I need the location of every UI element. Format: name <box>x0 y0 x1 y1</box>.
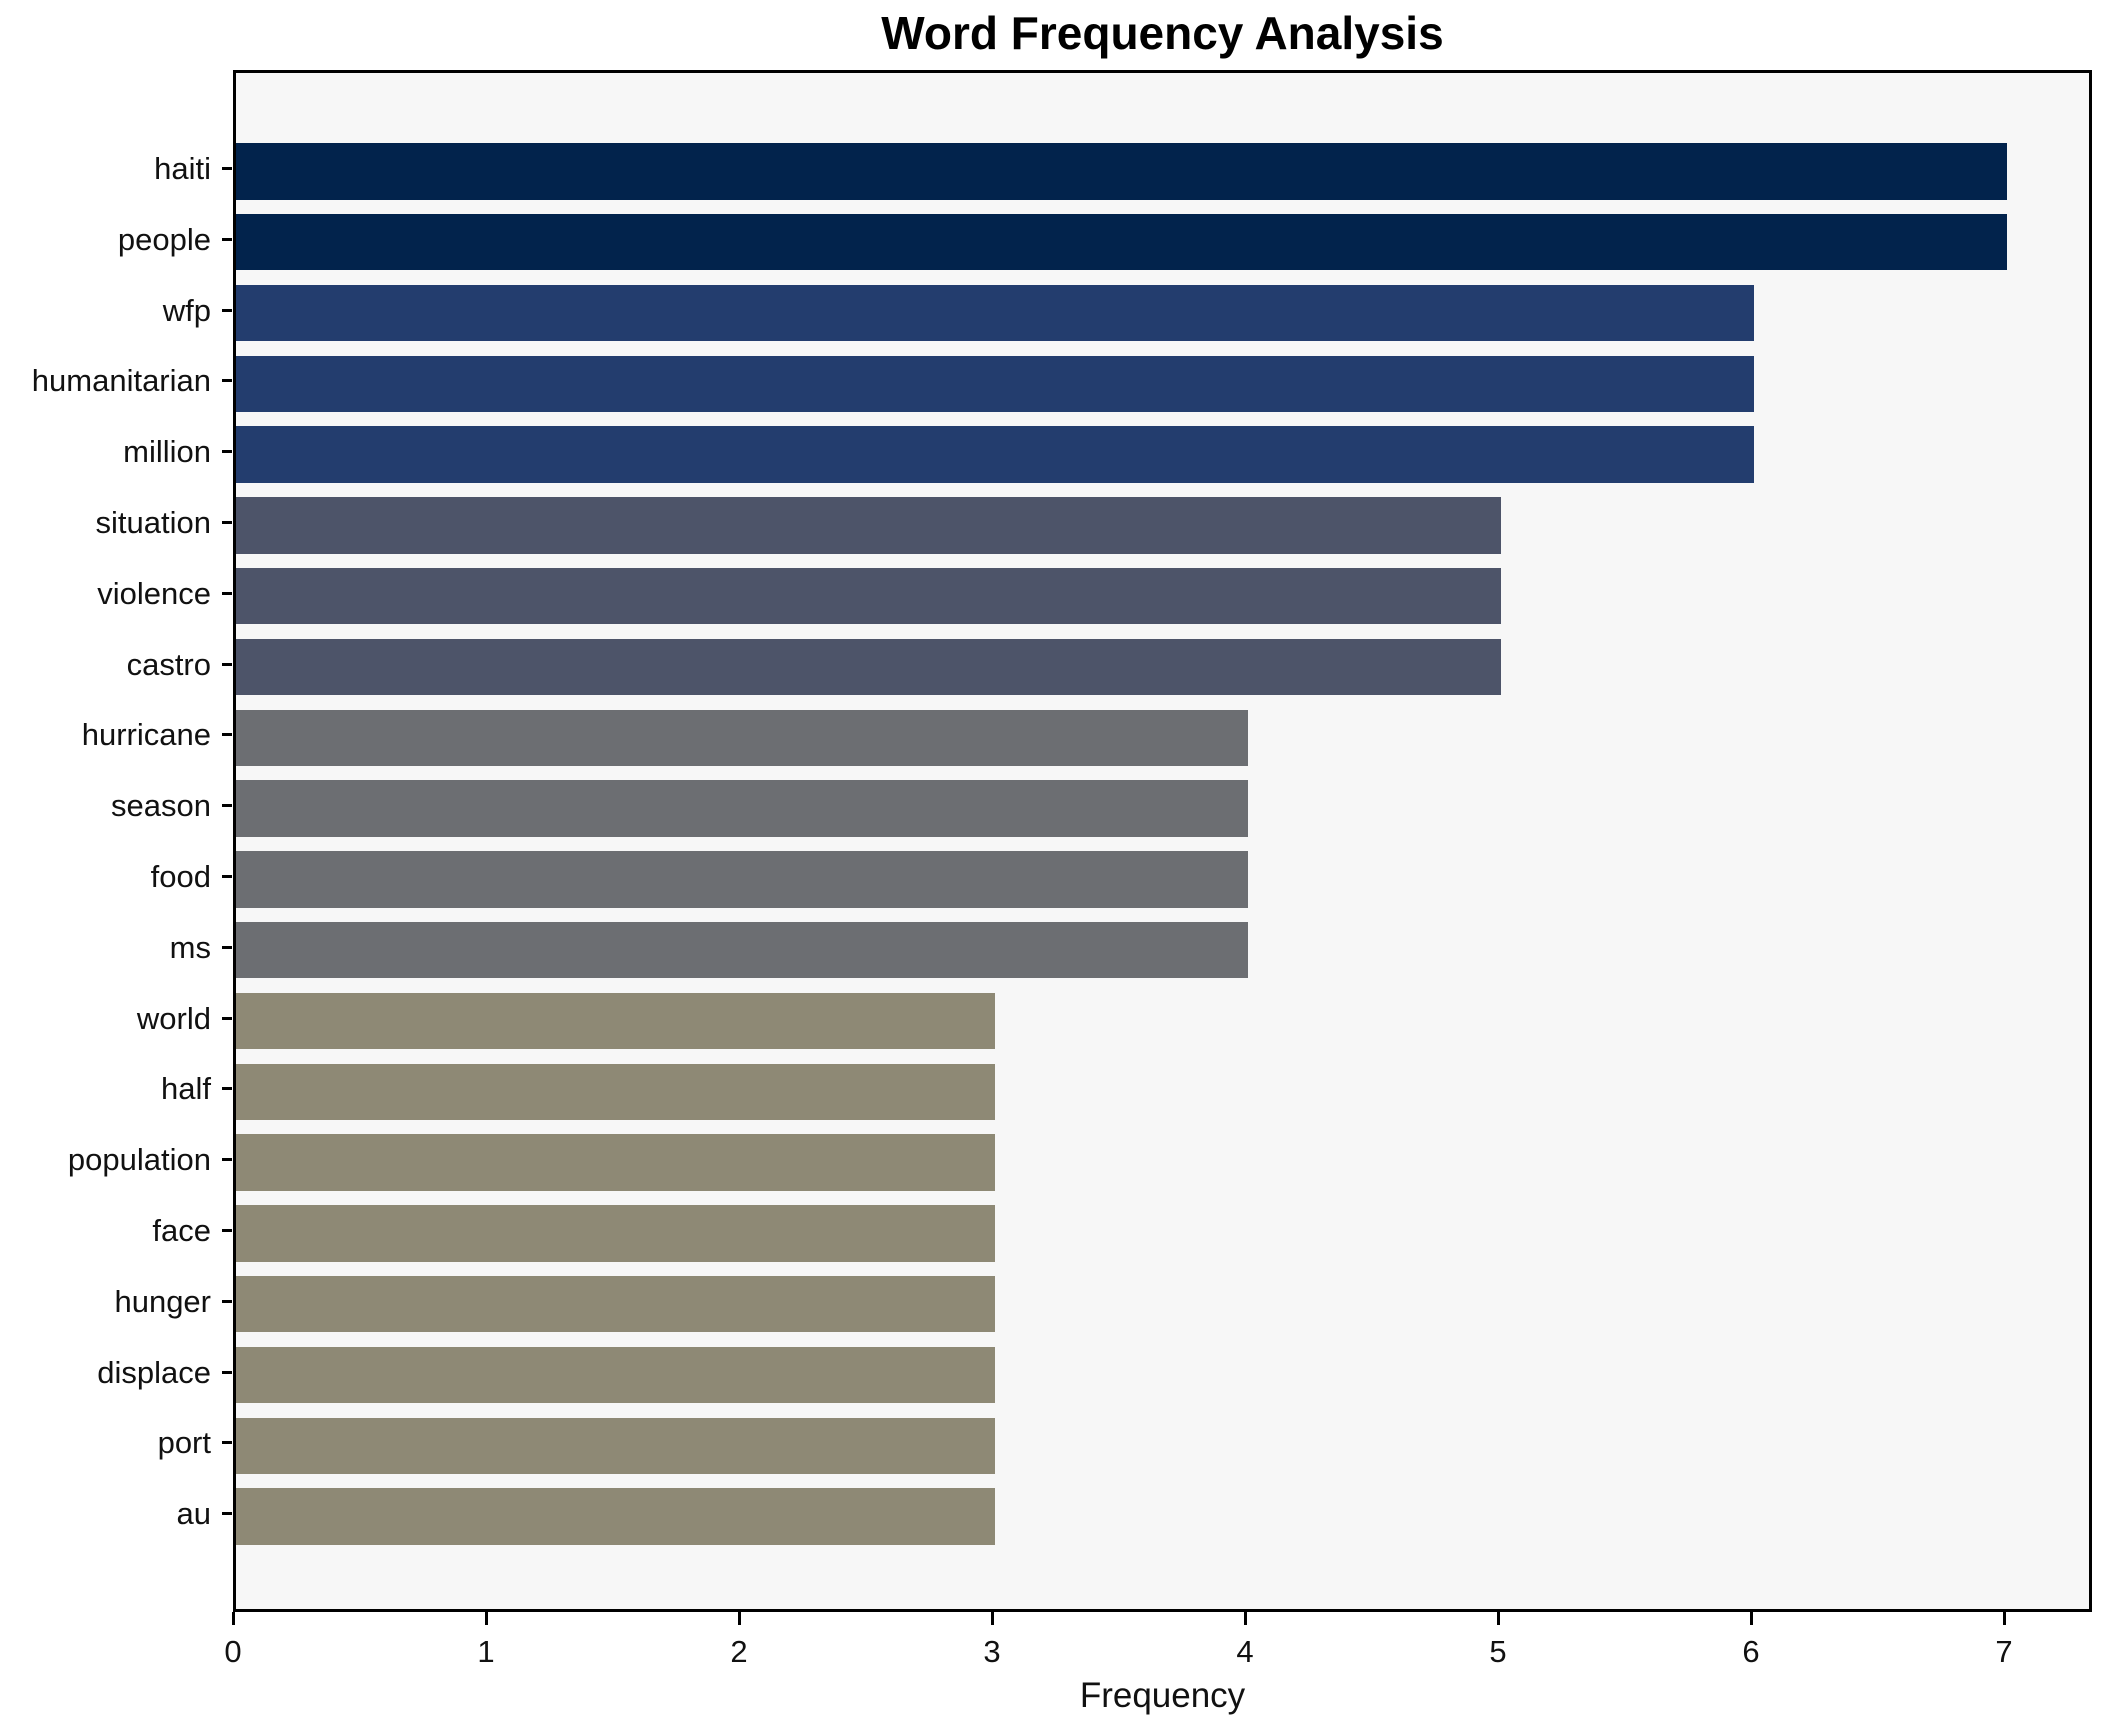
y-tick-label-humanitarian: humanitarian <box>31 363 211 399</box>
y-tick-mark <box>222 1016 232 1020</box>
x-tick-mark <box>484 1612 488 1625</box>
y-tick-mark <box>222 237 232 241</box>
y-tick-label-face: face <box>152 1212 211 1248</box>
y-tick-mark <box>222 166 232 170</box>
x-tick-mark <box>990 1612 994 1625</box>
y-tick-label-people: people <box>117 221 211 257</box>
y-tick-label-displace: displace <box>97 1354 211 1390</box>
y-tick-label-ms: ms <box>169 929 211 965</box>
bar-food <box>236 851 1248 908</box>
bar-violence <box>236 567 1501 625</box>
y-tick-mark <box>222 450 232 454</box>
y-tick-mark <box>222 945 232 949</box>
y-tick-label-violence: violence <box>97 575 211 611</box>
bar-haiti <box>236 143 2007 200</box>
y-tick-mark <box>222 379 232 383</box>
bar-hurricane <box>236 709 1248 767</box>
y-tick-mark <box>222 1370 232 1374</box>
y-tick-mark <box>222 874 232 878</box>
y-tick-label-haiti: haiti <box>154 150 211 186</box>
x-tick-label-4: 4 <box>1236 1634 1254 1669</box>
y-tick-label-million: million <box>123 434 211 470</box>
y-tick-mark <box>222 1512 232 1516</box>
x-tick-mark <box>1243 1612 1247 1625</box>
x-tick-label-7: 7 <box>1995 1634 2013 1669</box>
bar-ms <box>236 921 1248 979</box>
bar-population <box>236 1134 995 1191</box>
x-tick-mark <box>231 1612 235 1625</box>
y-tick-mark <box>222 1158 232 1162</box>
bar-humanitarian <box>236 355 1754 413</box>
y-tick-mark <box>222 662 232 666</box>
x-axis-label: Frequency <box>1079 1676 1246 1715</box>
y-tick-label-castro: castro <box>126 646 211 682</box>
bar-port <box>236 1417 995 1475</box>
y-tick-label-population: population <box>67 1142 211 1178</box>
bar-world <box>236 992 995 1050</box>
bar-au <box>236 1488 995 1545</box>
x-tick-label-3: 3 <box>983 1634 1001 1669</box>
bar-season <box>236 780 1248 837</box>
x-tick-mark <box>1496 1612 1500 1625</box>
y-tick-label-au: au <box>176 1496 211 1532</box>
y-tick-mark <box>222 591 232 595</box>
y-tick-label-world: world <box>136 1000 211 1036</box>
x-tick-label-5: 5 <box>1489 1634 1507 1669</box>
x-tick-label-6: 6 <box>1742 1634 1760 1669</box>
x-tick-label-2: 2 <box>730 1634 748 1669</box>
y-tick-mark <box>222 1087 232 1091</box>
bar-castro <box>236 638 1501 696</box>
y-tick-label-hunger: hunger <box>114 1283 211 1319</box>
x-tick-label-1: 1 <box>477 1634 495 1669</box>
bar-half <box>236 1063 995 1121</box>
y-tick-mark <box>222 1441 232 1445</box>
y-tick-label-half: half <box>161 1071 211 1107</box>
y-tick-label-port: port <box>157 1425 211 1461</box>
bar-million <box>236 426 1754 483</box>
y-tick-mark <box>222 733 232 737</box>
bar-displace <box>236 1346 995 1404</box>
chart-title: Word Frequency Analysis <box>881 7 1444 59</box>
x-tick-mark <box>1749 1612 1753 1625</box>
x-tick-mark <box>2002 1612 2006 1625</box>
y-tick-label-hurricane: hurricane <box>81 717 211 753</box>
x-tick-mark <box>737 1612 741 1625</box>
plot-area <box>233 70 2092 1612</box>
bar-wfp <box>236 284 1754 342</box>
y-tick-mark <box>222 520 232 524</box>
bar-people <box>236 213 2007 271</box>
bar-hunger <box>236 1275 995 1333</box>
y-tick-label-food: food <box>150 858 211 894</box>
bar-situation <box>236 497 1501 554</box>
x-tick-label-0: 0 <box>224 1634 242 1669</box>
y-tick-mark <box>222 308 232 312</box>
bar-face <box>236 1205 995 1262</box>
y-tick-mark <box>222 1299 232 1303</box>
y-tick-label-wfp: wfp <box>162 292 211 328</box>
y-tick-mark <box>222 1228 232 1232</box>
y-tick-label-situation: situation <box>95 504 211 540</box>
y-tick-label-season: season <box>111 788 211 824</box>
y-tick-mark <box>222 804 232 808</box>
